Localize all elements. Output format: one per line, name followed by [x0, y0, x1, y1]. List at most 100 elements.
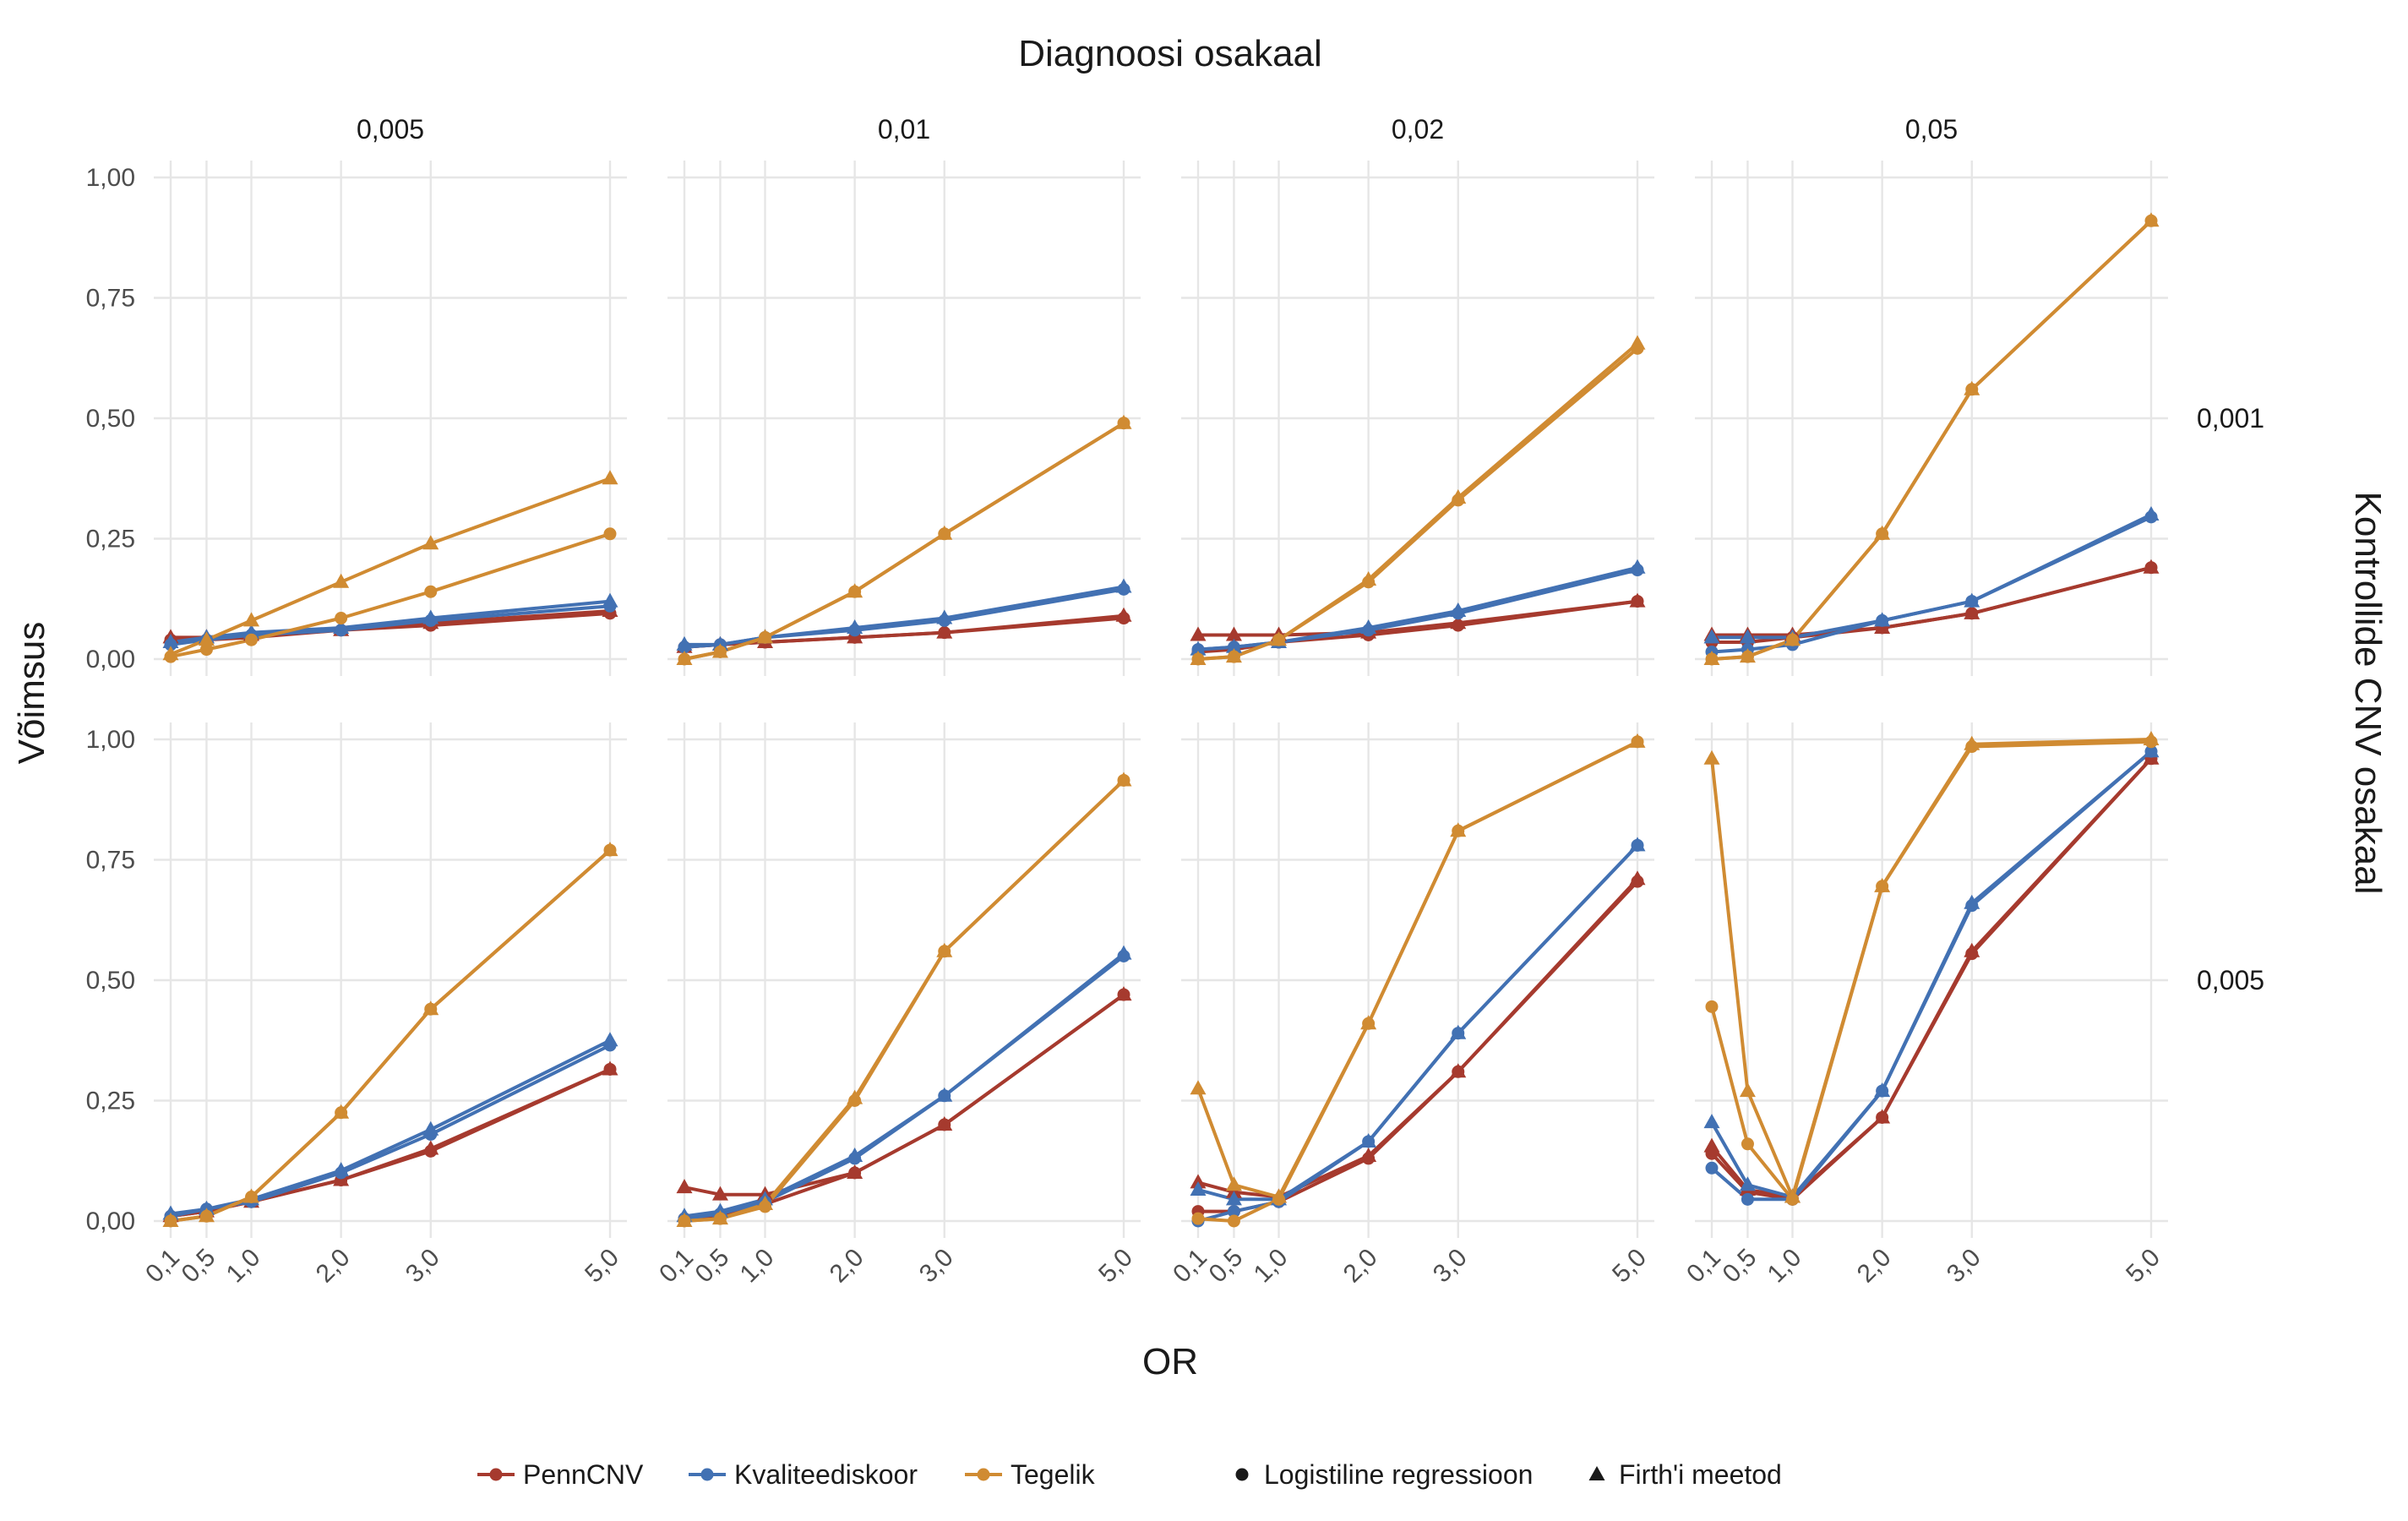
data-point-triangle: [1739, 1176, 1756, 1191]
series-line-tegelik-logistic: [1711, 219, 2153, 661]
data-point-triangle: [711, 1210, 728, 1225]
data-point-circle: [1191, 1212, 1205, 1225]
legend-item-shape: Logistiline regressioon: [1235, 1459, 1533, 1490]
legend-key-point: [977, 1468, 990, 1481]
data-point-circle: [335, 612, 348, 625]
data-point-triangle: [1784, 1188, 1801, 1203]
x-tick-label: 1,0: [1762, 1244, 1807, 1289]
x-tick-label: 0,5: [177, 1244, 221, 1289]
data-point-triangle: [243, 612, 260, 627]
data-point-triangle: [1739, 1082, 1756, 1098]
data-point-triangle: [1964, 380, 1980, 395]
x-tick-label: 2,0: [1852, 1244, 1897, 1289]
data-point-triangle: [1360, 1015, 1377, 1030]
data-point-triangle: [1703, 1137, 1720, 1153]
data-point-triangle: [2143, 559, 2160, 574]
panel-grid: [154, 722, 627, 1238]
x-tick-label: 5,0: [580, 1244, 624, 1289]
data-point-triangle: [1629, 870, 1646, 886]
x-tick-label: 1,0: [1249, 1244, 1294, 1289]
series-line-tegelik-firth: [1710, 738, 2152, 1199]
y-tick-label: 0,75: [86, 285, 135, 313]
data-point-triangle: [1225, 626, 1242, 641]
series-line-penncnv-firth: [684, 993, 1125, 1197]
data-point-triangle: [602, 842, 618, 857]
data-point-circle: [1741, 1192, 1754, 1206]
data-point-triangle: [676, 1179, 693, 1194]
data-point-circle: [1227, 1205, 1240, 1218]
data-point-triangle: [1225, 1191, 1242, 1206]
series-line-penncnv-firth: [1197, 877, 1639, 1199]
column-strip-label: 0,05: [1905, 114, 1958, 144]
panel-grids: [154, 161, 2168, 1238]
x-tick-label: 3,0: [1942, 1244, 1986, 1289]
data-point-triangle: [602, 1060, 618, 1076]
series-line-penncnv-logistic: [1712, 565, 2152, 644]
data-point-triangle: [1115, 945, 1132, 960]
legend-key-point: [700, 1468, 714, 1481]
data-point-triangle: [1225, 638, 1242, 653]
series-line-tegelik-firth: [1711, 219, 2153, 661]
legend: PennCNV Kvaliteediskoor Tegelik Logistiline…: [477, 1459, 1782, 1490]
series-line-penncnv-logistic: [1710, 757, 2153, 1202]
data-point-triangle: [1450, 614, 1467, 630]
y-axis-title: Võimsus: [11, 622, 52, 765]
data-point-triangle: [1874, 525, 1891, 540]
series-line-tegelik-firth: [1196, 740, 1638, 1199]
data-point-triangle: [243, 1188, 260, 1203]
data-point-triangle: [1190, 1180, 1207, 1196]
data-point-triangle: [1739, 629, 1756, 644]
data-point-triangle: [198, 1208, 215, 1223]
legend-item-kvaliteediskoor: Kvaliteediskoor: [689, 1459, 918, 1490]
x-tick-label: 3,0: [1428, 1244, 1473, 1289]
series-line-tegelik-firth: [684, 778, 1125, 1223]
series-line-penncnv-logistic: [684, 993, 1125, 1221]
data-point-triangle: [162, 1213, 179, 1227]
x-tick-label: 0,5: [1204, 1244, 1249, 1289]
data-point-triangle: [1190, 1174, 1207, 1189]
series-line-kvaliteediskoor-firth: [1197, 844, 1639, 1202]
data-point-triangle: [162, 634, 179, 649]
data-point-triangle: [602, 1032, 618, 1047]
data-point-triangle: [1874, 877, 1891, 892]
data-point-triangle: [1964, 604, 1980, 619]
data-point-circle: [1741, 1137, 1754, 1151]
data-point-circle: [1705, 1161, 1719, 1175]
series-line-kvaliteediskoor-logistic: [1710, 750, 2153, 1202]
row-strip-label: 0,001: [2197, 403, 2264, 433]
axis-tick-labels: 0,000,250,500,751,000,000,250,500,751,00…: [86, 164, 2166, 1288]
data-point-triangle: [1703, 651, 1720, 665]
data-point-triangle: [1225, 1176, 1242, 1191]
data-point-triangle: [1271, 1188, 1288, 1203]
series-line-penncnv-firth: [170, 1067, 611, 1218]
y-tick-label: 0,25: [86, 1088, 135, 1115]
data-point-triangle: [1703, 629, 1720, 644]
data-point-triangle: [936, 624, 953, 639]
data-point-triangle: [936, 525, 953, 540]
x-tick-label: 2,0: [825, 1244, 869, 1289]
data-point-triangle: [1450, 1024, 1467, 1039]
data-point-triangle: [1874, 1109, 1891, 1124]
data-point-triangle: [1190, 651, 1207, 665]
series-line-penncnv-firth: [1712, 565, 2152, 637]
data-point-triangle: [1964, 894, 1980, 909]
data-point-triangle: [676, 635, 693, 651]
data-point-triangle: [422, 1140, 439, 1155]
x-tick-label: 2,0: [311, 1244, 356, 1289]
x-axis-title: OR: [1142, 1341, 1198, 1382]
legend-label: Kvaliteediskoor: [734, 1459, 918, 1490]
data-point-triangle: [1360, 1148, 1377, 1163]
legend-item-tegelik: Tegelik: [965, 1459, 1096, 1490]
data-point-triangle: [2143, 212, 2160, 227]
x-tick-label: 0,5: [1718, 1244, 1762, 1289]
data-point-triangle: [2143, 743, 2160, 758]
data-point-circle: [1227, 1214, 1240, 1228]
data-point-circle: [603, 527, 617, 541]
data-point-circle: [424, 585, 438, 598]
series-line-kvaliteediskoor-firth: [1710, 750, 2153, 1199]
data-point-triangle: [1115, 414, 1132, 429]
y-tick-label: 0,00: [86, 646, 135, 673]
data-point-triangle: [757, 629, 774, 644]
row-strip-label: 0,005: [2197, 965, 2264, 995]
